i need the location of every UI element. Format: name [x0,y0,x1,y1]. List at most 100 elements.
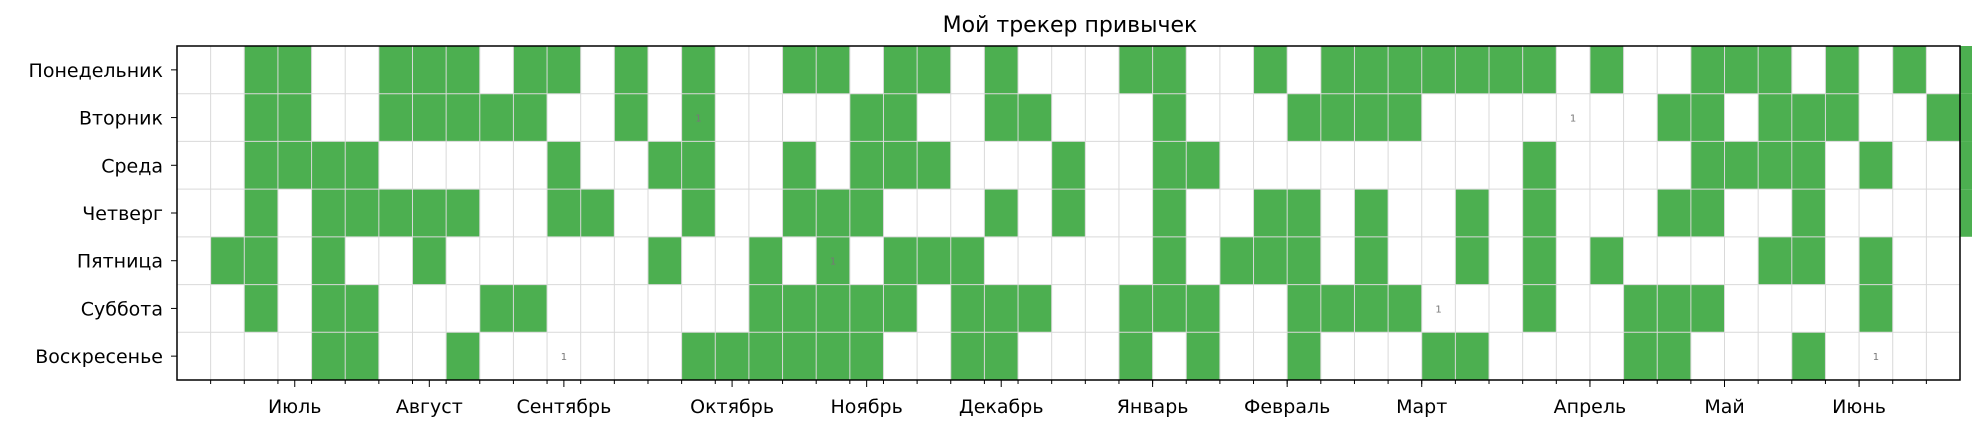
heatmap-cell [1018,189,1052,237]
heatmap-cell [210,189,245,237]
heatmap-cell [1455,189,1490,237]
heatmap-cell [614,93,648,142]
heatmap-cell [1152,46,1187,94]
heatmap-cell [1051,332,1086,380]
heatmap-cell [1489,236,1523,285]
heatmap-cell [1152,236,1187,285]
heatmap-cell [1152,93,1187,142]
heatmap-cell [547,46,581,94]
heatmap-cell [1892,189,1927,237]
heatmap-cell [1960,141,1972,190]
heatmap-cell [1859,46,1893,94]
heatmap-cell [816,93,850,142]
heatmap-cell [883,332,918,380]
heatmap-cell [1657,93,1691,142]
heatmap-cell [1657,189,1691,237]
heatmap-cell [1051,189,1086,237]
heatmap-cell [748,141,783,190]
heatmap-cell [1724,236,1759,285]
heatmap-cell [782,141,817,190]
heatmap-cell [1421,93,1456,142]
heatmap-cell [1152,189,1187,237]
heatmap-cell [1960,332,1972,380]
heatmap-cell [547,141,581,190]
grid-lines [177,46,1960,380]
heatmap-cell [210,46,245,94]
heatmap-cell [1320,93,1355,142]
heatmap-cell [681,189,716,237]
y-tick-label: Четверг [82,203,163,225]
heatmap-cell [1522,332,1557,380]
heatmap-cell [412,141,447,190]
heatmap-cell [950,189,985,237]
heatmap-cell [1219,93,1254,142]
heatmap-cell [681,93,716,142]
heatmap-cell [1522,46,1557,94]
heatmap-cell [1859,332,1893,380]
heatmap-cell [1253,236,1288,285]
heatmap-cell [1118,236,1153,285]
heatmap-cell [984,46,1019,94]
heatmap-cell [1354,93,1389,142]
heatmap-cell [1421,141,1456,190]
y-tick-label: Пятница [77,251,163,273]
heatmap-cell [1791,46,1826,94]
heatmap-cell [1926,46,1960,94]
y-tick-label: Воскресенье [35,346,163,368]
heatmap-cell [244,189,278,237]
heatmap-cell [1320,141,1355,190]
heatmap-cell [1354,141,1389,190]
heatmap-cell [1556,189,1590,237]
heatmap-cell [311,46,346,94]
heatmap-cell [378,46,413,94]
heatmap-cell [917,236,951,285]
heatmap-cell [345,93,379,142]
heatmap-cell [177,93,211,142]
heatmap-cell [681,332,716,380]
heatmap-cell [1320,332,1355,380]
heatmap-cell [244,236,278,285]
heatmap-cell [412,93,447,142]
heatmap-cell [1287,332,1321,380]
heatmap-cell [782,332,817,380]
heatmap-cell [681,236,716,285]
heatmap-cell [748,46,783,94]
heatmap-cell [513,93,548,142]
heatmap-cell [1791,284,1826,333]
heatmap-cell [277,236,312,285]
heatmap-cell [681,46,716,94]
heatmap-cell [1724,284,1759,333]
heatmap-cell [816,46,850,94]
heatmap-cell [244,141,278,190]
heatmap-cell [647,332,682,380]
cell-annotation: 1 [1873,352,1879,363]
heatmap-cell [1320,284,1355,333]
heatmap-cell [1219,284,1254,333]
heatmap-cell [1320,189,1355,237]
heatmap-cell [883,236,918,285]
heatmap-cell [1892,46,1927,94]
heatmap-cell [748,236,783,285]
heatmap-cell [177,284,211,333]
heatmap-cell [1690,236,1725,285]
heatmap-cell [1690,284,1725,333]
heatmap-cell [311,93,346,142]
heatmap-cell [849,332,884,380]
heatmap-cell [1522,284,1557,333]
heatmap-cell [446,141,480,190]
heatmap-cell [177,141,211,190]
heatmap-cell [1118,332,1153,380]
heatmap-cell [244,93,278,142]
heatmap-cell [1859,236,1893,285]
heatmap-cell [1825,93,1860,142]
heatmap-cell [1657,332,1691,380]
heatmap-cell [1186,141,1220,190]
cell-annotation: 1 [1570,114,1576,125]
heatmap-cell [580,236,615,285]
heatmap-cell [1118,284,1153,333]
heatmap-cell [1354,236,1389,285]
heatmap-cell [1253,93,1288,142]
heatmap-cell [1859,189,1893,237]
heatmap-cell [917,141,951,190]
heatmap-cell [311,236,346,285]
